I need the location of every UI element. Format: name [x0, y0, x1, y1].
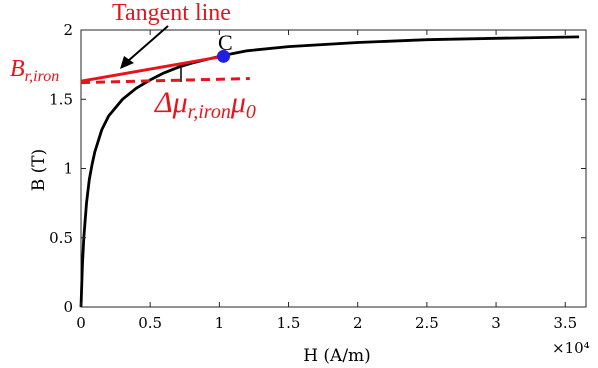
- series-layer: [79, 35, 580, 308]
- delta-sub2: 0: [246, 101, 256, 123]
- y-tick-label: 2: [63, 21, 73, 39]
- delta-mu-label: Δμr,ironμ0: [154, 86, 256, 123]
- delta-pre: Δμ: [154, 86, 188, 119]
- delta-sub1: r,iron: [188, 101, 231, 123]
- br-main: B: [10, 56, 25, 82]
- x-tick-label: 1: [215, 314, 225, 332]
- tangent-arrow-line: [127, 25, 169, 62]
- x-tick-label: 2.5: [415, 314, 439, 332]
- x-multiplier-label: ×10⁴: [552, 339, 590, 357]
- y-tick-label: 1: [63, 160, 73, 178]
- bh-curve-line: [79, 35, 580, 308]
- delta-mid: μ: [230, 86, 246, 119]
- x-tick-label: 3: [491, 314, 501, 332]
- br-iron-label: Br,iron: [10, 56, 59, 85]
- point-c-marker: [217, 49, 231, 63]
- tangent-line: [80, 54, 224, 83]
- tangent-dashed-line: [80, 77, 250, 85]
- y-tick-label: 0.5: [49, 229, 73, 247]
- axes: [80, 29, 587, 308]
- plot-frame: [80, 29, 587, 308]
- x-tick-label: 3.5: [553, 314, 577, 332]
- tangent-label: Tangent line: [112, 0, 231, 26]
- y-tick-label: 1.5: [49, 90, 73, 108]
- br-sub: r,iron: [25, 68, 60, 85]
- x-axis-title: H (A/m): [303, 346, 371, 366]
- y-axis-title: B (T): [29, 149, 49, 192]
- tangent-arrow-head: [120, 56, 134, 69]
- x-tick-label: 0: [76, 314, 86, 332]
- y-tick-label: 0: [63, 298, 73, 316]
- x-tick-label: 0.5: [138, 314, 162, 332]
- point-c-label: C: [218, 30, 233, 55]
- x-tick-label: 1.5: [277, 314, 301, 332]
- x-tick-label: 2: [353, 314, 363, 332]
- ticks-layer: 0 0.5 1 1.5 2 2.5 3 3.5 0 0.5 1 1.5 2: [49, 21, 586, 332]
